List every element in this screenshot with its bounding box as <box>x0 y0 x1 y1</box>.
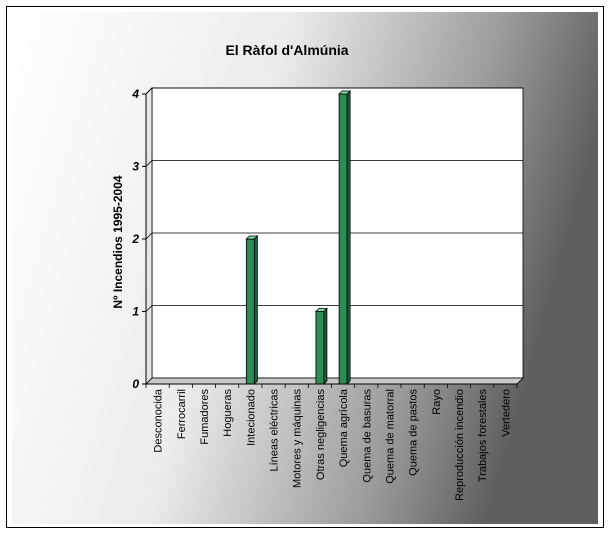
y-tick-label: 2 <box>131 232 139 246</box>
y-tick-label: 1 <box>132 305 139 319</box>
y-gridline <box>145 232 523 240</box>
x-tick-label: Desconocida <box>153 388 165 452</box>
y-tick-label: 3 <box>132 160 139 174</box>
bar-chart: El Ràfol d'Almúnia Nº Incendios 1995-200… <box>12 12 598 524</box>
x-tick-label: Quema de matorral <box>384 389 396 484</box>
x-tick-label: Quema de pastos <box>408 389 420 476</box>
y-axis-label: Nº Incendios 1995-2004 <box>111 175 125 308</box>
y-tick-label: 0 <box>132 377 139 391</box>
bar-side <box>323 307 328 385</box>
chart-panel: El Ràfol d'Almúnia Nº Incendios 1995-200… <box>12 12 598 524</box>
plot-area: 0 1 2 3 4 Desconocida Ferrocarril Fumadores Hogu… <box>131 87 524 501</box>
plot-floor <box>145 377 524 385</box>
x-tick-label: Trabajos forestales <box>477 389 489 483</box>
y-gridline <box>145 305 523 312</box>
x-tick-label: Otras negligencias <box>315 389 327 481</box>
x-tick-label: Líneas eléctricas <box>269 389 281 472</box>
x-tick-label: Rayo <box>431 389 443 415</box>
x-tick-label: Hogueras <box>222 389 234 437</box>
x-tick-label: Motores y máquinas <box>292 389 304 489</box>
y-gridline <box>145 87 523 95</box>
x-tick-label: Intecionado <box>245 389 257 446</box>
chart-title: El Ràfol d'Almúnia <box>225 42 348 58</box>
x-tick-label: Reproducción incendio <box>454 389 466 501</box>
x-tick-label: Vertedero <box>500 389 512 437</box>
bar <box>245 238 255 385</box>
bar <box>338 93 348 385</box>
bar <box>315 311 325 385</box>
y-gridline <box>145 160 523 167</box>
x-tick-label: Quema de basuras <box>361 389 373 483</box>
x-tick-label: Ferrocarril <box>176 389 188 439</box>
bar-side <box>346 90 351 385</box>
x-tick-label: Fumadores <box>199 389 211 445</box>
y-tick-label: 4 <box>131 87 139 101</box>
x-tick-label: Quema agrícola <box>338 388 350 467</box>
bar-side <box>253 235 258 385</box>
